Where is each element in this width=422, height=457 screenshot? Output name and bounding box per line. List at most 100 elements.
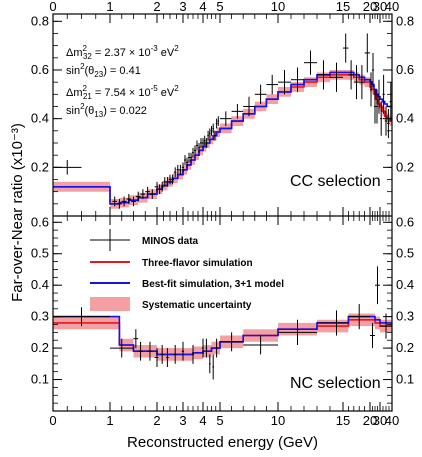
data-point bbox=[291, 67, 304, 92]
legend-entry: MINOS data bbox=[90, 229, 199, 251]
data-point bbox=[186, 157, 188, 168]
data-point bbox=[203, 135, 206, 146]
y-tick-label-right: 0.8 bbox=[396, 13, 414, 28]
data-point bbox=[163, 177, 167, 187]
oscillation-parameter: sin2(θ13) = 0.022 bbox=[66, 102, 147, 119]
data-point bbox=[149, 189, 155, 199]
data-point bbox=[231, 104, 244, 119]
data-point bbox=[387, 108, 390, 139]
data-point bbox=[117, 198, 122, 209]
y-tick-label-right: 0.2 bbox=[396, 340, 414, 355]
x-tick-label-top: 1 bbox=[106, 0, 113, 14]
data-point bbox=[384, 106, 388, 136]
data-point bbox=[154, 181, 159, 192]
data-point bbox=[145, 186, 150, 197]
data-point bbox=[188, 152, 190, 163]
data-point bbox=[192, 344, 194, 364]
legend-entry: Systematic uncertainty bbox=[90, 297, 252, 311]
data-point bbox=[126, 194, 132, 204]
y-tick-label-left: 0.8 bbox=[31, 13, 49, 28]
data-point bbox=[181, 341, 184, 361]
legend-entry: Three-flavor simulation bbox=[90, 258, 253, 269]
x-tick-label-top: 0 bbox=[49, 0, 56, 14]
data-point bbox=[140, 189, 146, 199]
x-tick-label-top: 10 bbox=[271, 0, 285, 14]
data-point bbox=[380, 101, 383, 136]
data-point bbox=[173, 344, 177, 364]
data-point bbox=[220, 111, 232, 126]
data-point bbox=[176, 164, 180, 175]
data-point bbox=[317, 60, 330, 90]
x-tick-label-bottom: 3 bbox=[179, 413, 186, 428]
data-point bbox=[278, 69, 291, 95]
data-point bbox=[353, 65, 360, 100]
data-point bbox=[372, 52, 374, 88]
oscillation-parameter: Δm2 21 = 7.54 × 10-5 eV2 bbox=[66, 84, 179, 101]
data-point bbox=[380, 313, 392, 339]
data-point bbox=[202, 138, 204, 148]
cc-panel: 0.2 0.2 0.4 0.4 0.6 0.6 0.8 0.8 CC selection Δm2 3… bbox=[31, 13, 414, 209]
x-tick-label-top: 2 bbox=[153, 0, 160, 14]
y-tick-label-left: 0.2 bbox=[31, 340, 49, 355]
data-point bbox=[179, 164, 182, 175]
x-tick-label-bottom: 20 bbox=[363, 413, 377, 428]
data-point bbox=[212, 354, 215, 380]
data-point bbox=[370, 72, 372, 107]
data-point bbox=[382, 74, 385, 114]
data-point bbox=[135, 191, 141, 202]
y-tick-label-right: 0.6 bbox=[396, 214, 414, 229]
data-point bbox=[208, 354, 211, 374]
y-tick-label-left: 0.4 bbox=[31, 111, 49, 126]
y-axis-title: Far-over-Near ratio (x10⁻³) bbox=[9, 123, 26, 302]
legend-band-marker bbox=[90, 297, 130, 311]
legend-label: Systematic uncertainty bbox=[142, 300, 252, 311]
nc-panel: 0.1 0.1 0.2 0.2 0.3 0.3 0.4 0.4 0.5 0.5 0.6 0.6 NC s… bbox=[31, 214, 414, 404]
x-tick-label-bottom: 10 bbox=[271, 413, 285, 428]
data-point bbox=[171, 174, 174, 185]
y-tick-label-left: 0.4 bbox=[31, 277, 49, 292]
systematic-band bbox=[53, 313, 392, 361]
data-point bbox=[220, 332, 244, 352]
y-tick-label-left: 0.1 bbox=[31, 372, 49, 387]
data-point bbox=[317, 310, 349, 336]
data-point bbox=[53, 307, 110, 327]
data-point bbox=[138, 341, 143, 361]
data-point bbox=[243, 96, 255, 117]
legend-label: Best-fit simulation, 3+1 model bbox=[142, 279, 284, 290]
data-point bbox=[158, 184, 161, 195]
data-point bbox=[210, 125, 213, 136]
data-point bbox=[217, 116, 220, 126]
y-tick-label-left: 0.6 bbox=[31, 62, 49, 77]
data-point bbox=[375, 266, 380, 305]
data-point bbox=[304, 50, 317, 75]
data-point bbox=[192, 147, 194, 158]
y-tick-label-right: 0.6 bbox=[396, 62, 414, 77]
data-point bbox=[190, 152, 192, 163]
y-tick-label-right: 0.2 bbox=[396, 159, 414, 174]
data-point bbox=[215, 118, 218, 129]
y-tick-label-right: 0.5 bbox=[396, 246, 414, 261]
x-tick-label-bottom: 2 bbox=[153, 413, 160, 428]
data-point bbox=[364, 33, 370, 73]
x-tick-label-top: 4 bbox=[199, 0, 206, 14]
data-point bbox=[378, 79, 380, 114]
data-point bbox=[133, 329, 139, 349]
data-point bbox=[194, 145, 196, 156]
data-point bbox=[207, 130, 209, 141]
selection-label: CC selection bbox=[290, 173, 381, 190]
data-point bbox=[173, 167, 177, 178]
x-tick-label-bottom: 5 bbox=[216, 413, 223, 428]
y-tick-label-right: 0.1 bbox=[396, 372, 414, 387]
data-point bbox=[278, 319, 317, 345]
data-point bbox=[215, 338, 218, 358]
data-point bbox=[160, 181, 164, 192]
y-tick-label-left: 0.3 bbox=[31, 309, 49, 324]
data-point bbox=[374, 89, 376, 124]
data-point bbox=[370, 322, 375, 349]
data-point bbox=[205, 338, 208, 358]
oscillation-parameter: Δm2 32 = 2.37 × 10-3 eV2 bbox=[66, 44, 179, 61]
data-point bbox=[359, 65, 365, 100]
data-point bbox=[348, 304, 370, 330]
x-axis-title: Reconstructed energy (GeV) bbox=[127, 434, 318, 451]
